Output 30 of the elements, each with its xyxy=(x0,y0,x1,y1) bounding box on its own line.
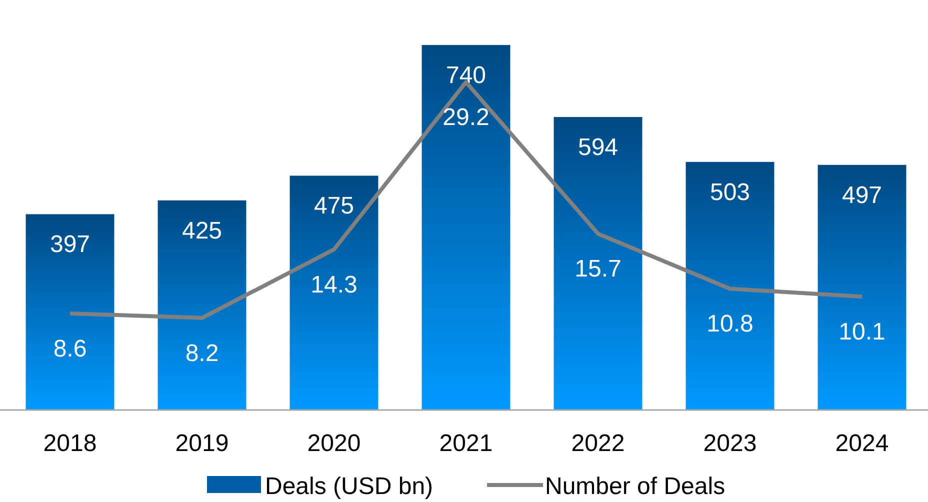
bar xyxy=(422,45,510,410)
data-label: 397 xyxy=(50,231,90,258)
bar xyxy=(818,164,906,410)
data-label: 14.3 xyxy=(310,271,358,298)
legend-label: Deals (USD bn) xyxy=(265,473,434,500)
data-label: 29.2 xyxy=(442,104,490,132)
x-tick-label: 2020 xyxy=(307,430,361,457)
data-label: 15.7 xyxy=(574,256,622,283)
bar xyxy=(290,176,378,410)
x-tick-label: 2018 xyxy=(43,430,97,457)
data-label: 503 xyxy=(710,178,750,206)
bar xyxy=(158,200,246,410)
bar xyxy=(554,117,642,410)
x-tick-label: 2021 xyxy=(439,430,493,457)
data-label: 10.1 xyxy=(838,318,886,346)
data-label: 10.8 xyxy=(706,310,754,338)
data-label: 8.2 xyxy=(185,340,219,367)
data-label: 740 xyxy=(446,62,486,90)
data-label: 475 xyxy=(314,192,354,220)
bar xyxy=(26,214,114,410)
data-label: 497 xyxy=(842,182,882,209)
x-tick-label: 2023 xyxy=(703,430,757,457)
data-label: 8.6 xyxy=(53,335,87,362)
x-tick-label: 2024 xyxy=(835,430,889,457)
legend-label: Number of Deals xyxy=(545,473,726,500)
data-label: 425 xyxy=(182,217,222,244)
bar xyxy=(686,162,774,410)
data-label: 594 xyxy=(578,134,618,162)
x-tick-label: 2019 xyxy=(175,430,229,457)
x-tick-label: 2022 xyxy=(571,430,625,457)
